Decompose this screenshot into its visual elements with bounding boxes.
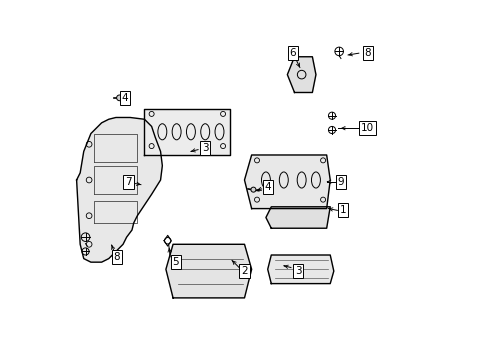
Polygon shape — [144, 109, 230, 155]
Polygon shape — [244, 155, 329, 208]
Text: 4: 4 — [264, 182, 270, 192]
Circle shape — [250, 187, 255, 192]
Text: 10: 10 — [361, 123, 373, 133]
Polygon shape — [267, 255, 333, 284]
Text: 8: 8 — [364, 48, 370, 58]
Text: 6: 6 — [289, 48, 295, 58]
Polygon shape — [77, 117, 162, 262]
Text: 3: 3 — [202, 143, 208, 153]
Text: 5: 5 — [172, 257, 179, 267]
Polygon shape — [165, 244, 251, 298]
Text: 7: 7 — [125, 177, 131, 187]
Polygon shape — [265, 207, 329, 228]
Text: 1: 1 — [339, 205, 346, 215]
Text: 3: 3 — [294, 266, 301, 276]
Text: 9: 9 — [337, 177, 344, 187]
Text: 4: 4 — [122, 93, 128, 103]
Circle shape — [116, 95, 122, 101]
Text: 8: 8 — [113, 252, 120, 262]
Polygon shape — [287, 57, 315, 93]
Text: 2: 2 — [241, 266, 247, 276]
